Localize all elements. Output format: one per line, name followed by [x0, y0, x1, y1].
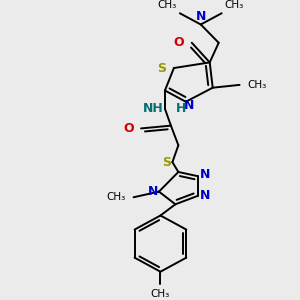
Text: CH₃: CH₃ — [247, 80, 266, 90]
Text: CH₃: CH₃ — [158, 0, 177, 11]
Text: N: N — [200, 168, 210, 181]
Text: O: O — [174, 36, 184, 49]
Text: CH₃: CH₃ — [225, 0, 244, 11]
Text: S: S — [162, 156, 171, 169]
Text: CH₃: CH₃ — [107, 192, 126, 202]
Text: N: N — [196, 10, 206, 23]
Text: N: N — [200, 189, 210, 203]
Text: CH₃: CH₃ — [151, 289, 170, 298]
Text: O: O — [123, 122, 134, 135]
Text: S: S — [158, 61, 166, 74]
Text: NH: NH — [143, 102, 164, 115]
Text: N: N — [148, 185, 158, 198]
Text: H: H — [176, 102, 186, 115]
Text: N: N — [184, 100, 194, 112]
